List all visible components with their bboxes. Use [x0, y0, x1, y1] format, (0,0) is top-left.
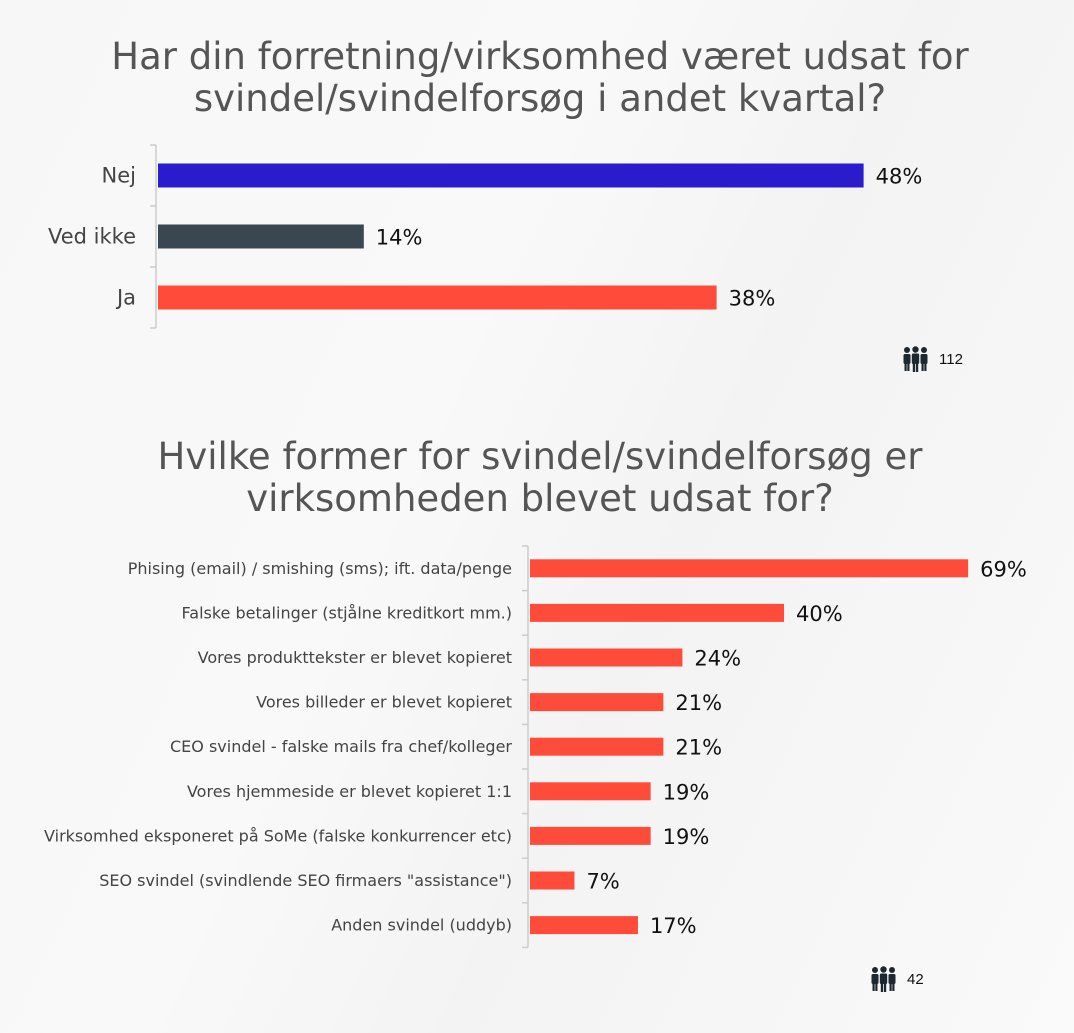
category-label: Vores hjemmeside er blevet kopieret 1:1	[187, 782, 512, 801]
people-icon	[903, 346, 928, 372]
bar-1	[158, 163, 864, 188]
category-label: Falske betalinger (stjålne kreditkort mm…	[182, 603, 512, 622]
value-label: 7%	[586, 870, 619, 894]
chart1-title: Har din forretning/virksomhed været udsa…	[111, 35, 969, 120]
category-label: Vores produkttekster er blevet kopieret	[198, 648, 512, 667]
people-icon	[871, 966, 896, 992]
category-label: Phising (email) / smishing (sms); ift. d…	[128, 559, 512, 578]
bar-8	[530, 871, 575, 890]
value-label: 48%	[876, 165, 923, 189]
value-label: 21%	[675, 736, 722, 760]
bar-4	[530, 693, 664, 712]
category-label: Ved ikke	[48, 225, 136, 249]
category-label: SEO svindel (svindlende SEO firmaers "as…	[99, 871, 512, 890]
value-label: 14%	[376, 226, 423, 250]
chart2-title: Hvilke former for svindel/svindelforsøg …	[157, 435, 923, 520]
value-label: 69%	[980, 557, 1027, 581]
category-label: Vores billeder er blevet kopieret	[256, 693, 512, 712]
chart1-n-value: 112	[939, 350, 963, 368]
value-label: 38%	[729, 287, 776, 311]
category-label: Ja	[115, 286, 136, 310]
category-label: CEO svindel - falske mails fra chef/koll…	[170, 737, 512, 756]
chart2-n-value: 42	[907, 970, 924, 988]
chart1-respondents: 112	[902, 346, 963, 372]
bar-5	[530, 737, 664, 756]
value-label: 19%	[663, 780, 710, 804]
chart2: Phising (email) / smishing (sms); ift. d…	[44, 545, 1027, 949]
bar-3	[530, 648, 683, 667]
bar-3	[158, 285, 717, 310]
bar-9	[530, 916, 638, 935]
bar-6	[530, 782, 651, 801]
bar-1	[530, 559, 969, 578]
value-label: 40%	[796, 602, 843, 626]
value-label: 19%	[663, 825, 710, 849]
value-label: 21%	[675, 691, 722, 715]
bar-7	[530, 826, 651, 845]
value-label: 24%	[694, 647, 741, 671]
category-label: Anden svindel (uddyb)	[331, 916, 512, 935]
bar-2	[158, 224, 364, 249]
chart1: Nej 48% Ved ikke 14% Ja 38%	[48, 144, 923, 329]
value-label: 17%	[650, 914, 697, 938]
chart2-respondents: 42	[870, 966, 924, 992]
category-label: Virksomhed eksponeret på SoMe (falske ko…	[44, 826, 512, 845]
category-label: Nej	[102, 164, 136, 188]
bar-2	[530, 603, 784, 622]
